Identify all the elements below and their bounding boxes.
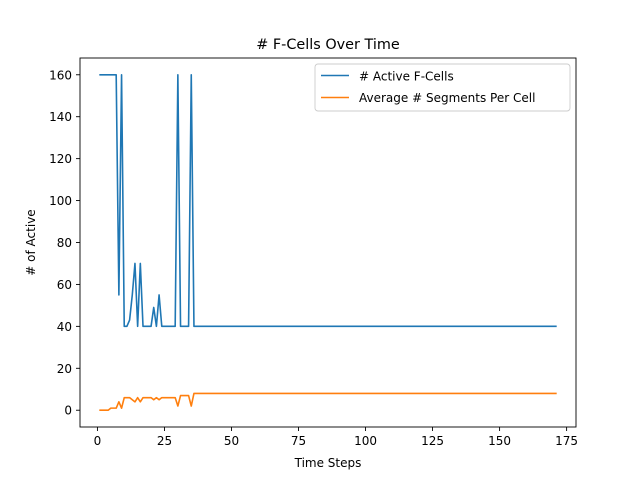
chart-title: # F-Cells Over Time: [256, 37, 400, 53]
plot-lines: [99, 73, 557, 412]
y-tick-label: 120: [49, 152, 72, 166]
legend-box: [314, 63, 571, 112]
x-tick-label: 50: [224, 434, 239, 448]
x-tick-label: 100: [354, 434, 377, 448]
x-tick-label: 125: [421, 434, 444, 448]
y-tick-label: 40: [57, 320, 72, 334]
y-tick-label: 20: [57, 362, 72, 376]
x-axis-ticks: 0 25 50 75 100 125 150 175: [94, 427, 578, 448]
y-axis-label: # of Active: [24, 209, 38, 275]
y-tick-label: 140: [49, 110, 72, 124]
x-tick-label: 0: [94, 434, 102, 448]
y-tick-label: 60: [57, 278, 72, 292]
x-tick-label: 25: [157, 434, 172, 448]
x-axis-label: Time Steps: [294, 456, 362, 470]
y-tick-label: 80: [57, 236, 72, 250]
y-tick-label: 0: [64, 404, 72, 418]
y-axis-ticks: 0 20 40 60 80 100 120 140 160: [49, 68, 80, 418]
legend-label-avg-segments: Average # Segments Per Cell: [359, 91, 535, 105]
legend-label-active-fcells: # Active F-Cells: [359, 70, 454, 84]
series-line-1: [99, 392, 557, 412]
y-tick-label: 100: [49, 194, 72, 208]
x-tick-label: 75: [291, 434, 306, 448]
y-tick-label: 160: [49, 68, 72, 82]
x-tick-label: 150: [488, 434, 511, 448]
series-line-0: [99, 73, 557, 328]
x-tick-label: 175: [555, 434, 578, 448]
legend: # Active F-Cells Average # Segments Per …: [314, 63, 571, 112]
